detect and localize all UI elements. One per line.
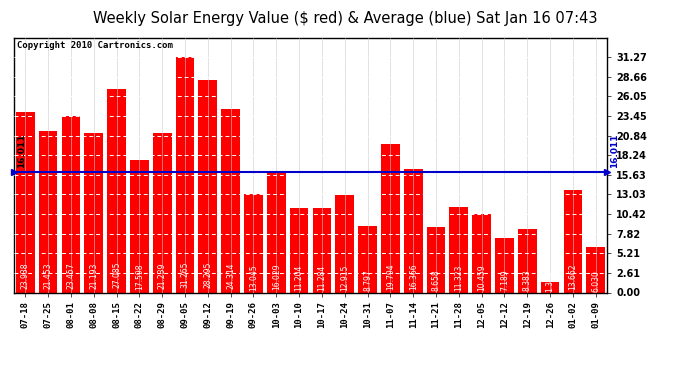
Text: 24.314: 24.314	[226, 262, 235, 289]
Text: 19.794: 19.794	[386, 263, 395, 290]
Text: 28.295: 28.295	[204, 262, 213, 288]
Bar	[199, 80, 217, 292]
Bar	[586, 247, 605, 292]
Text: 11.204: 11.204	[295, 264, 304, 291]
Bar	[426, 227, 445, 292]
Text: 16.029: 16.029	[272, 264, 281, 290]
Text: 6.030: 6.030	[591, 270, 600, 292]
Text: 23.457: 23.457	[66, 262, 75, 289]
Bar	[541, 282, 560, 292]
Text: 8.797: 8.797	[363, 269, 372, 291]
Text: 21.193: 21.193	[89, 263, 98, 289]
Text: 11.284: 11.284	[317, 264, 326, 291]
Text: 8.658: 8.658	[431, 270, 440, 291]
Text: 23.938: 23.938	[21, 262, 30, 289]
Text: Copyright 2010 Cartronics.com: Copyright 2010 Cartronics.com	[17, 41, 172, 50]
Bar	[564, 190, 582, 292]
Bar	[290, 208, 308, 292]
Text: 8.383: 8.383	[523, 270, 532, 291]
Text: Weekly Solar Energy Value ($ red) & Average (blue) Sat Jan 16 07:43: Weekly Solar Energy Value ($ red) & Aver…	[92, 11, 598, 26]
Bar	[381, 144, 400, 292]
Text: 16.011: 16.011	[609, 134, 618, 168]
Bar	[244, 194, 263, 292]
Bar	[176, 57, 195, 292]
Text: 21.239: 21.239	[157, 263, 167, 289]
Text: 16.366: 16.366	[408, 263, 417, 290]
Text: 7.189: 7.189	[500, 270, 509, 291]
Bar	[313, 208, 331, 292]
Bar	[267, 172, 286, 292]
Text: 1.364: 1.364	[546, 270, 555, 292]
Bar	[61, 116, 80, 292]
Bar	[16, 112, 34, 292]
Bar	[358, 226, 377, 292]
Text: 11.323: 11.323	[454, 264, 464, 291]
Text: 16.011: 16.011	[17, 134, 26, 168]
Text: 27.085: 27.085	[112, 262, 121, 288]
Text: 31.265: 31.265	[181, 261, 190, 288]
Bar	[404, 170, 422, 292]
Bar	[107, 88, 126, 292]
Text: 10.459: 10.459	[477, 264, 486, 291]
Bar	[152, 133, 172, 292]
Text: 17.598: 17.598	[135, 263, 144, 290]
Bar	[130, 160, 148, 292]
Bar	[84, 133, 103, 292]
Text: 13.662: 13.662	[569, 264, 578, 291]
Text: 13.045: 13.045	[249, 264, 258, 291]
Bar	[449, 207, 469, 292]
Bar	[495, 238, 514, 292]
Bar	[335, 195, 354, 292]
Bar	[39, 131, 57, 292]
Text: 12.915: 12.915	[340, 264, 349, 291]
Bar	[221, 110, 240, 292]
Bar	[518, 230, 537, 292]
Text: 21.453: 21.453	[43, 263, 52, 289]
Bar	[473, 214, 491, 292]
